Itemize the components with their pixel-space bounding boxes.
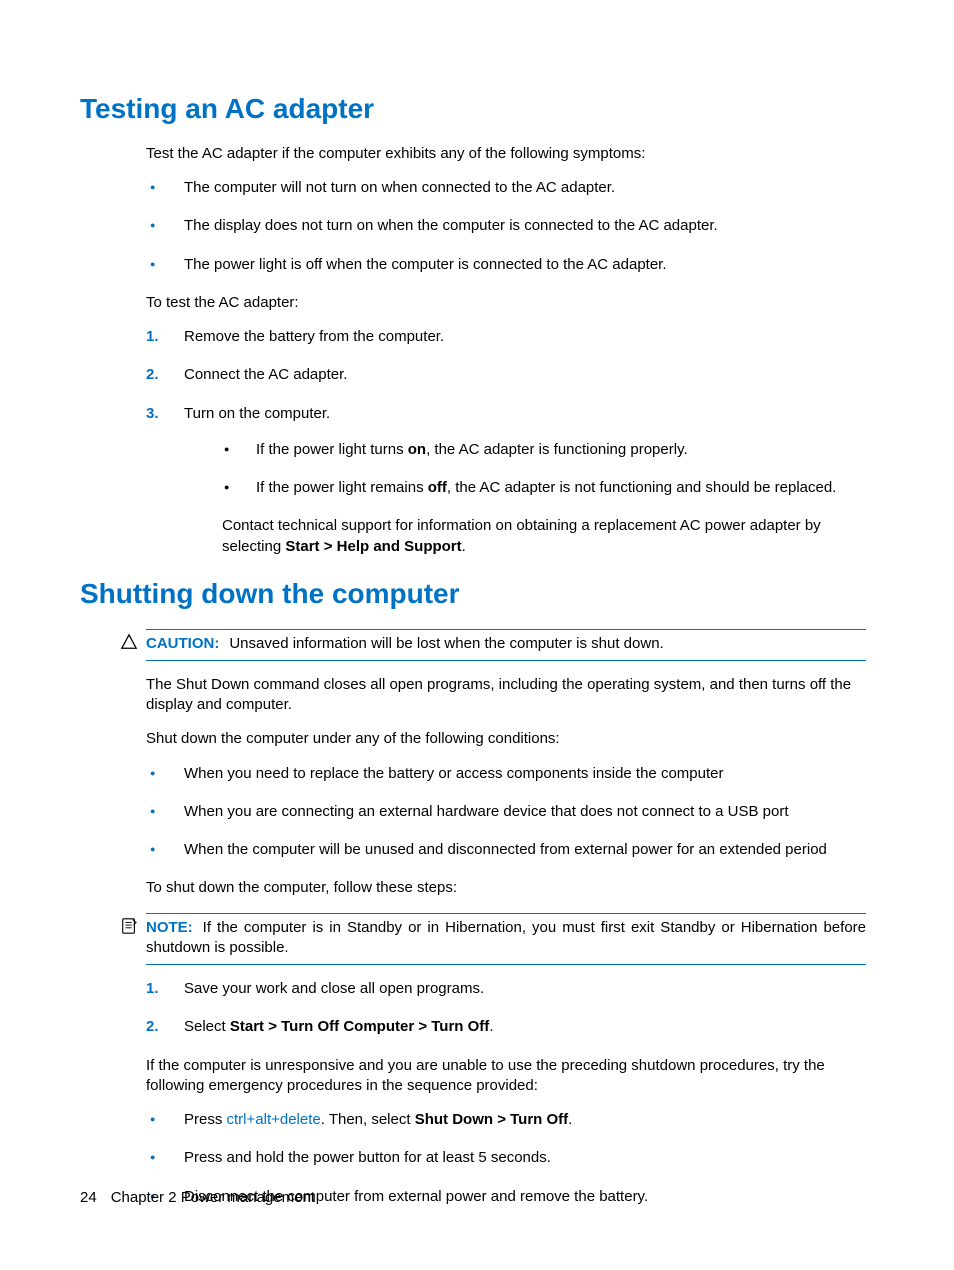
note-label: NOTE: <box>146 919 193 936</box>
bold-shutdown-turnoff: Shut Down > Turn Off <box>415 1111 568 1128</box>
list-item: If the power light turns on, the AC adap… <box>222 440 866 460</box>
text-fragment: Select <box>184 1018 230 1035</box>
list-item: Press ctrl+alt+delete. Then, select Shut… <box>146 1110 866 1130</box>
step3-nested: If the power light turns on, the AC adap… <box>222 440 866 557</box>
list-item: Save your work and close all open progra… <box>146 979 866 999</box>
bold-off: off <box>428 479 447 496</box>
bold-turnoff-path: Start > Turn Off Computer > Turn Off <box>230 1018 489 1035</box>
note-icon <box>120 917 138 935</box>
note-text: If the computer is in Standby or in Hibe… <box>146 919 866 956</box>
text-fragment: . <box>489 1018 493 1035</box>
bold-on: on <box>408 441 426 458</box>
text-fragment: . <box>568 1111 572 1128</box>
heading-shutting-down: Shutting down the computer <box>80 575 866 613</box>
list-item: If the power light remains off, the AC a… <box>222 478 866 498</box>
list-item: Turn on the computer. If the power light… <box>146 404 866 557</box>
shutdown-steps-list: Save your work and close all open progra… <box>146 979 866 1038</box>
section2-p1: The Shut Down command closes all open pr… <box>146 675 866 716</box>
text-fragment: , the AC adapter is functioning properly… <box>426 441 688 458</box>
section1-body: Test the AC adapter if the computer exhi… <box>146 144 866 557</box>
page-number: 24 <box>80 1189 97 1206</box>
section1-intro: Test the AC adapter if the computer exhi… <box>146 144 866 164</box>
kbd-ctrl-alt-delete: ctrl+alt+delete <box>227 1111 321 1128</box>
list-item: Press and hold the power button for at l… <box>146 1148 866 1168</box>
step3-contact-para: Contact technical support for informatio… <box>222 516 866 557</box>
list-item: Remove the battery from the computer. <box>146 327 866 347</box>
list-item: When you are connecting an external hard… <box>146 802 866 822</box>
page-footer: 24 Chapter 2 Power management <box>80 1188 315 1208</box>
document-page: Testing an AC adapter Test the AC adapte… <box>0 0 954 1270</box>
step3-sub-list: If the power light turns on, the AC adap… <box>222 440 866 499</box>
section2-p3: To shut down the computer, follow these … <box>146 878 866 898</box>
text-fragment: . Then, select <box>321 1111 415 1128</box>
note-callout: NOTE:If the computer is in Standby or in… <box>122 913 866 966</box>
section2-p4: If the computer is unresponsive and you … <box>146 1056 866 1097</box>
caution-text: Unsaved information will be lost when th… <box>229 635 663 652</box>
caution-callout: CAUTION: Unsaved information will be lost… <box>122 629 866 661</box>
list-item: Select Start > Turn Off Computer > Turn … <box>146 1017 866 1037</box>
section2-body-2: Save your work and close all open progra… <box>146 979 866 1207</box>
list-item: When the computer will be unused and dis… <box>146 840 866 860</box>
text-fragment: If the power light turns <box>256 441 408 458</box>
section2-p2: Shut down the computer under any of the … <box>146 729 866 749</box>
text-fragment: , the AC adapter is not functioning and … <box>447 479 836 496</box>
chapter-label: Chapter 2 Power management <box>111 1189 315 1206</box>
list-item: The display does not turn on when the co… <box>146 216 866 236</box>
bold-start-help: Start > Help and Support <box>285 538 461 555</box>
caution-label: CAUTION: <box>146 635 219 652</box>
step3-text: Turn on the computer. <box>184 405 330 422</box>
list-item: The power light is off when the computer… <box>146 255 866 275</box>
condition-list: When you need to replace the battery or … <box>146 764 866 861</box>
heading-testing-ac-adapter: Testing an AC adapter <box>80 90 866 128</box>
list-item: When you need to replace the battery or … <box>146 764 866 784</box>
text-fragment: Press <box>184 1111 227 1128</box>
section2-body: The Shut Down command closes all open pr… <box>146 675 866 899</box>
text-fragment: If the power light remains <box>256 479 428 496</box>
text-fragment: . <box>462 538 466 555</box>
symptom-list: The computer will not turn on when conne… <box>146 178 866 275</box>
caution-icon <box>120 633 138 651</box>
list-item: The computer will not turn on when conne… <box>146 178 866 198</box>
test-steps-list: Remove the battery from the computer. Co… <box>146 327 866 557</box>
section1-test-lead: To test the AC adapter: <box>146 293 866 313</box>
list-item: Connect the AC adapter. <box>146 365 866 385</box>
